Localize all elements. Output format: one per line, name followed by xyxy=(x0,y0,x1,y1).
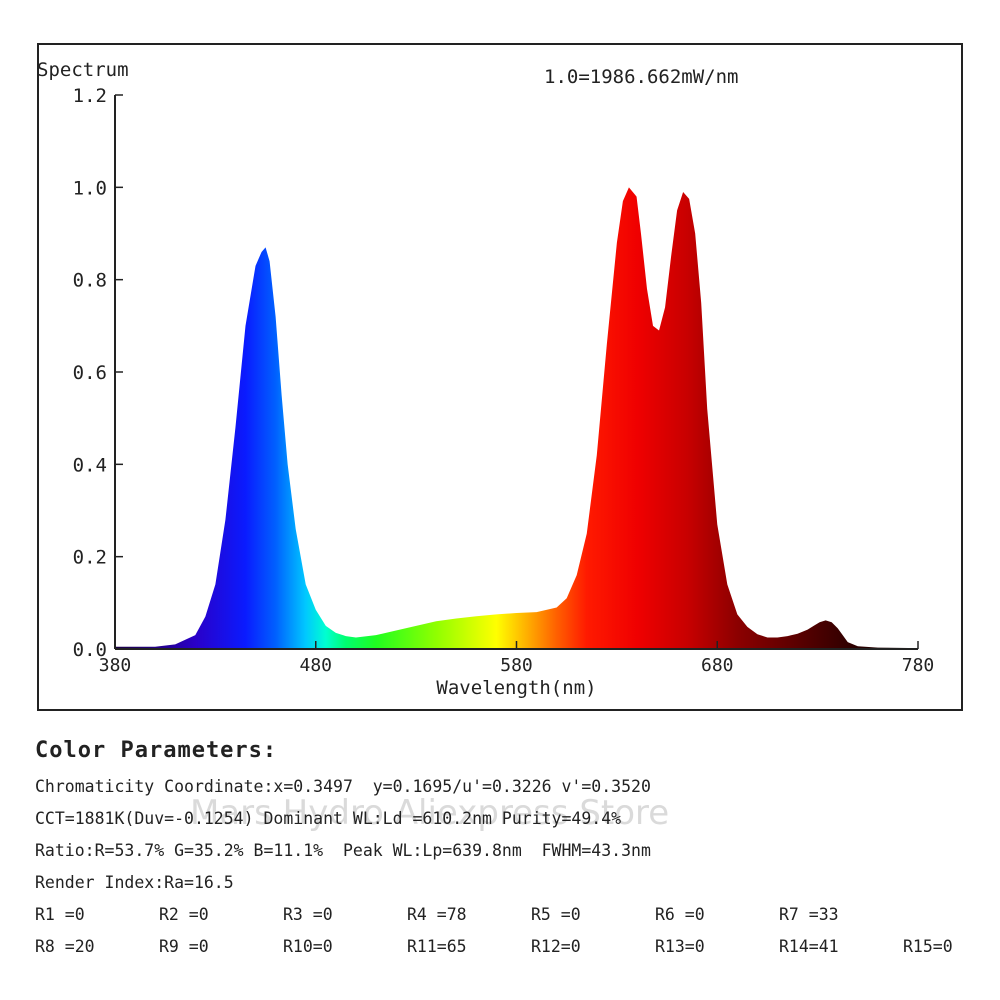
r-value: R11=65 xyxy=(407,937,467,956)
spectrum-plot: 0.0 0.2 0.4 0.6 0.8 1.0 1.2 380 480 580 680 780 Spec… xyxy=(39,59,935,699)
r-value: R4 =78 xyxy=(407,905,467,924)
render-index-row-1: R1 =0 R2 =0 R3 =0 R4 =78 R5 =0 R6 =0 R7 … xyxy=(35,899,985,931)
y-tick-label: 0.8 xyxy=(73,270,107,292)
y-tick-label: 1.0 xyxy=(73,177,107,199)
r-value: R7 =33 xyxy=(779,905,839,924)
r-value: R1 =0 xyxy=(35,905,85,924)
y-axis-title: Spectrum xyxy=(39,59,129,81)
color-parameters-panel: Color Parameters: Chromaticity Coordinat… xyxy=(35,738,985,963)
r-value: R9 =0 xyxy=(159,937,209,956)
color-parameters-title: Color Parameters: xyxy=(35,738,278,763)
x-tick-label: 680 xyxy=(701,655,734,676)
x-tick-label: 580 xyxy=(500,655,533,676)
y-tick-label: 0.6 xyxy=(73,362,107,384)
cct-line: CCT=1881K(Duv=-0.1254) Dominant WL:Ld =6… xyxy=(35,809,622,828)
ratio-line: Ratio:R=53.7% G=35.2% B=11.1% Peak WL:Lp… xyxy=(35,841,651,860)
scale-note: 1.0=1986.662mW/nm xyxy=(544,66,738,88)
r-value: R14=41 xyxy=(779,937,839,956)
y-tick-label: 0.0 xyxy=(73,639,107,661)
chromaticity-line: Chromaticity Coordinate:x=0.3497 y=0.169… xyxy=(35,777,651,796)
r-value: R8 =20 xyxy=(35,937,95,956)
y-tick-label: 0.4 xyxy=(73,454,107,476)
r-value: R13=0 xyxy=(655,937,705,956)
r-value: R15=0 xyxy=(903,937,953,956)
r-value: R2 =0 xyxy=(159,905,209,924)
r-value: R3 =0 xyxy=(283,905,333,924)
spectrum-chart: 0.0 0.2 0.4 0.6 0.8 1.0 1.2 380 480 580 680 780 Spec… xyxy=(37,43,963,711)
x-tick-label: 380 xyxy=(99,655,132,676)
y-tick-label: 0.2 xyxy=(73,547,107,569)
x-tick-label: 780 xyxy=(902,655,935,676)
r-value: R12=0 xyxy=(531,937,581,956)
r-value: R6 =0 xyxy=(655,905,705,924)
spectrum-area xyxy=(115,187,918,649)
x-axis-title: Wavelength(nm) xyxy=(436,677,596,699)
render-index-row-2: R8 =20 R9 =0 R10=0 R11=65 R12=0 R13=0 R1… xyxy=(35,931,985,963)
r-value: R5 =0 xyxy=(531,905,581,924)
r-value: R10=0 xyxy=(283,937,333,956)
y-tick-label: 1.2 xyxy=(73,85,107,107)
x-tick-label: 480 xyxy=(299,655,332,676)
render-index-line: Render Index:Ra=16.5 xyxy=(35,873,234,892)
